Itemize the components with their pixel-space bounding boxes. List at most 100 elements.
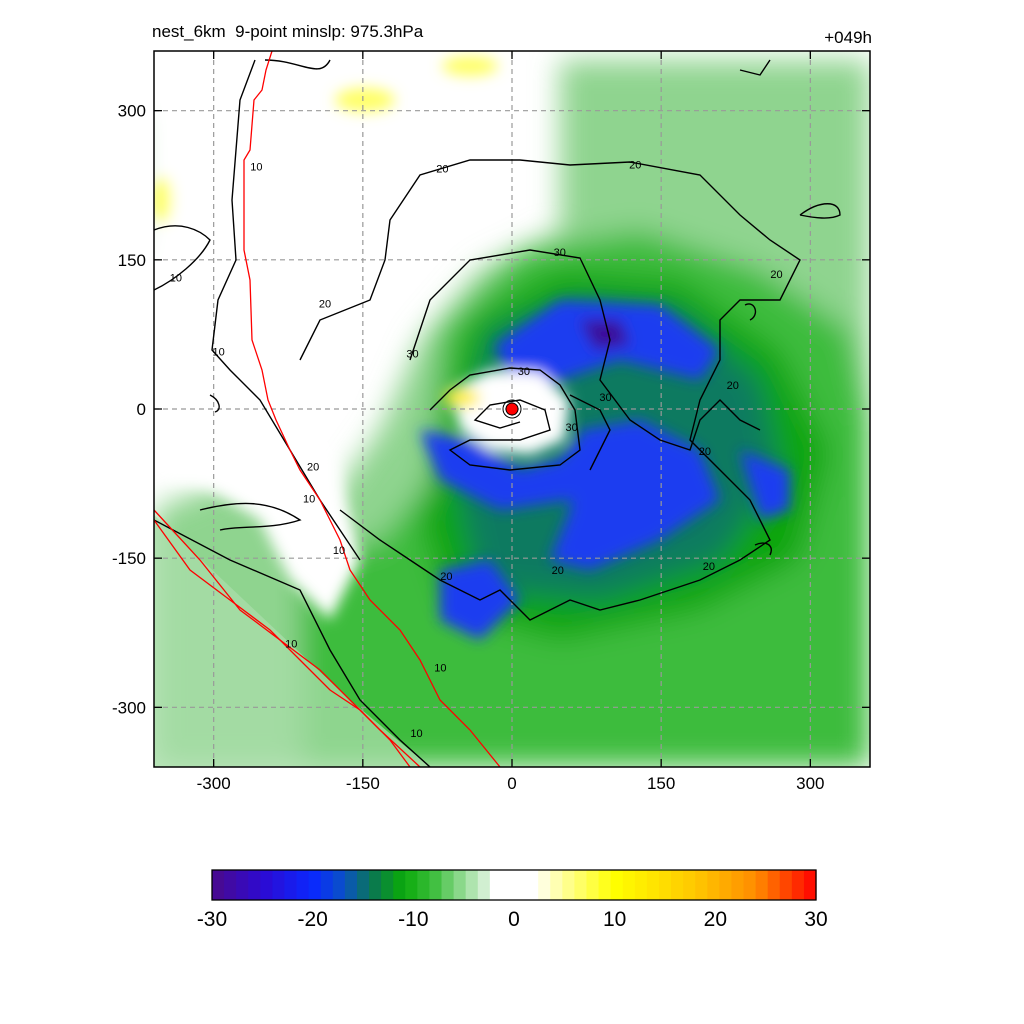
colorbar-bin — [767, 870, 781, 900]
colorbar-bin — [598, 870, 612, 900]
contour-label: 20 — [552, 565, 564, 577]
colorbar-bin — [646, 870, 660, 900]
colorbar-bin — [417, 870, 431, 900]
colorbar-tick-label: 0 — [508, 908, 520, 931]
colorbar-bin — [743, 870, 757, 900]
colorbar-tick-label: 30 — [804, 908, 827, 931]
contour-label: 20 — [319, 299, 331, 311]
contour-label: 20 — [629, 159, 641, 171]
colorbar-bin — [489, 870, 503, 900]
y-tick-label: 150 — [118, 251, 146, 270]
contour-label: 10 — [213, 346, 225, 358]
colorbar-tick-label: -20 — [297, 908, 327, 931]
y-tick-label: 0 — [137, 400, 146, 419]
contour-label: 10 — [250, 161, 262, 173]
colorbar-bin — [622, 870, 636, 900]
colorbar-bin — [634, 870, 648, 900]
colorbar-bin — [296, 870, 310, 900]
contour-label: 10 — [303, 494, 315, 506]
colorbar-bin — [791, 870, 805, 900]
colorbar: -30 -20 -10 0 10 20 30 — [197, 869, 828, 931]
colorbar-bin — [260, 870, 273, 900]
colorbar-bin — [719, 870, 733, 900]
storm-center-marker — [505, 402, 519, 416]
colorbar-bin — [212, 870, 225, 900]
chart-title-left: nest_6km 9-point minslp: 975.3hPa — [152, 22, 424, 41]
colorbar-bin — [658, 870, 672, 900]
colorbar-bin — [405, 870, 418, 900]
colorbar-bin — [610, 870, 624, 900]
contour-label: 20 — [307, 462, 319, 474]
colorbar-bin — [224, 870, 237, 900]
contour-label: 30 — [566, 422, 578, 434]
colorbar-bin — [477, 870, 491, 900]
x-tick-label: -150 — [346, 774, 380, 793]
colorbar-bin — [683, 870, 696, 900]
colorbar-bin — [695, 870, 708, 900]
colorbar-tick-label: -10 — [398, 908, 428, 931]
contour-label: 10 — [285, 639, 297, 651]
contour-labels: 10 10 10 20 20 30 20 20 30 30 30 20 30 20 20 10 10 20 20 20… — [170, 159, 783, 740]
colorbar-bin — [550, 870, 563, 900]
x-tick-label: 150 — [647, 774, 675, 793]
contour-label: 20 — [770, 269, 782, 281]
colorbar-bin — [356, 870, 370, 900]
colorbar-tick-label: 20 — [704, 908, 727, 931]
contour-label: 10 — [333, 545, 345, 557]
contour-label: 10 — [170, 273, 182, 285]
y-tick-label: -300 — [112, 698, 146, 717]
colorbar-bin — [332, 870, 346, 900]
storm-center-ring — [502, 399, 522, 419]
colorbar-bin — [707, 870, 720, 900]
colorbar-bin — [284, 870, 298, 900]
colorbar-bin — [393, 870, 406, 900]
colorbar-bin — [429, 870, 443, 900]
contour-label: 30 — [406, 348, 418, 360]
contour-label: 20 — [440, 571, 452, 583]
x-tick-label: 0 — [507, 774, 516, 793]
colorbar-bin — [526, 870, 539, 900]
colorbar-bin — [272, 870, 286, 900]
colorbar-bin — [320, 870, 334, 900]
contour-label: 20 — [699, 446, 711, 458]
colorbar-bin — [731, 870, 745, 900]
chart-title-right: +049h — [824, 28, 872, 47]
colorbar-bin — [514, 870, 527, 900]
colorbar-bin — [453, 870, 467, 900]
colorbar-bin — [586, 870, 600, 900]
contour-label: 10 — [410, 728, 422, 740]
grid-lines — [154, 51, 870, 767]
colorbar-bin — [803, 870, 817, 900]
contour-label: 20 — [436, 163, 448, 175]
colorbar-bin — [248, 870, 261, 900]
colorbar-bin — [562, 870, 575, 900]
contour-label: 30 — [554, 247, 566, 259]
colorbar-bin — [574, 870, 588, 900]
contour-label: 30 — [599, 392, 611, 404]
colorbar-bin — [369, 870, 382, 900]
y-tick-label: 300 — [118, 102, 146, 121]
colorbar-bin — [501, 870, 515, 900]
contour-label: 30 — [518, 366, 530, 378]
x-tick-label: 300 — [796, 774, 824, 793]
contour-label: 20 — [727, 380, 739, 392]
colorbar-bin — [671, 870, 684, 900]
x-tick-label: -300 — [197, 774, 231, 793]
colorbar-tick-label: 10 — [603, 908, 626, 931]
colorbar-bin — [441, 870, 455, 900]
colorbar-frame — [211, 869, 817, 901]
contour-label: 10 — [434, 663, 446, 675]
colorbar-bin — [465, 870, 479, 900]
contour-label: 20 — [703, 561, 715, 573]
colorbar-bin — [344, 870, 358, 900]
colorbar-bin — [755, 870, 769, 900]
contour-lines — [154, 59, 841, 767]
colorbar-tick-label: -30 — [197, 908, 227, 931]
colorbar-bin — [308, 870, 322, 900]
colorbar-bin — [538, 870, 551, 900]
x-axis: -300 -150 0 150 300 — [197, 51, 825, 793]
y-tick-label: -150 — [112, 549, 146, 568]
colorbar-bin — [236, 870, 249, 900]
coastline — [154, 51, 501, 767]
